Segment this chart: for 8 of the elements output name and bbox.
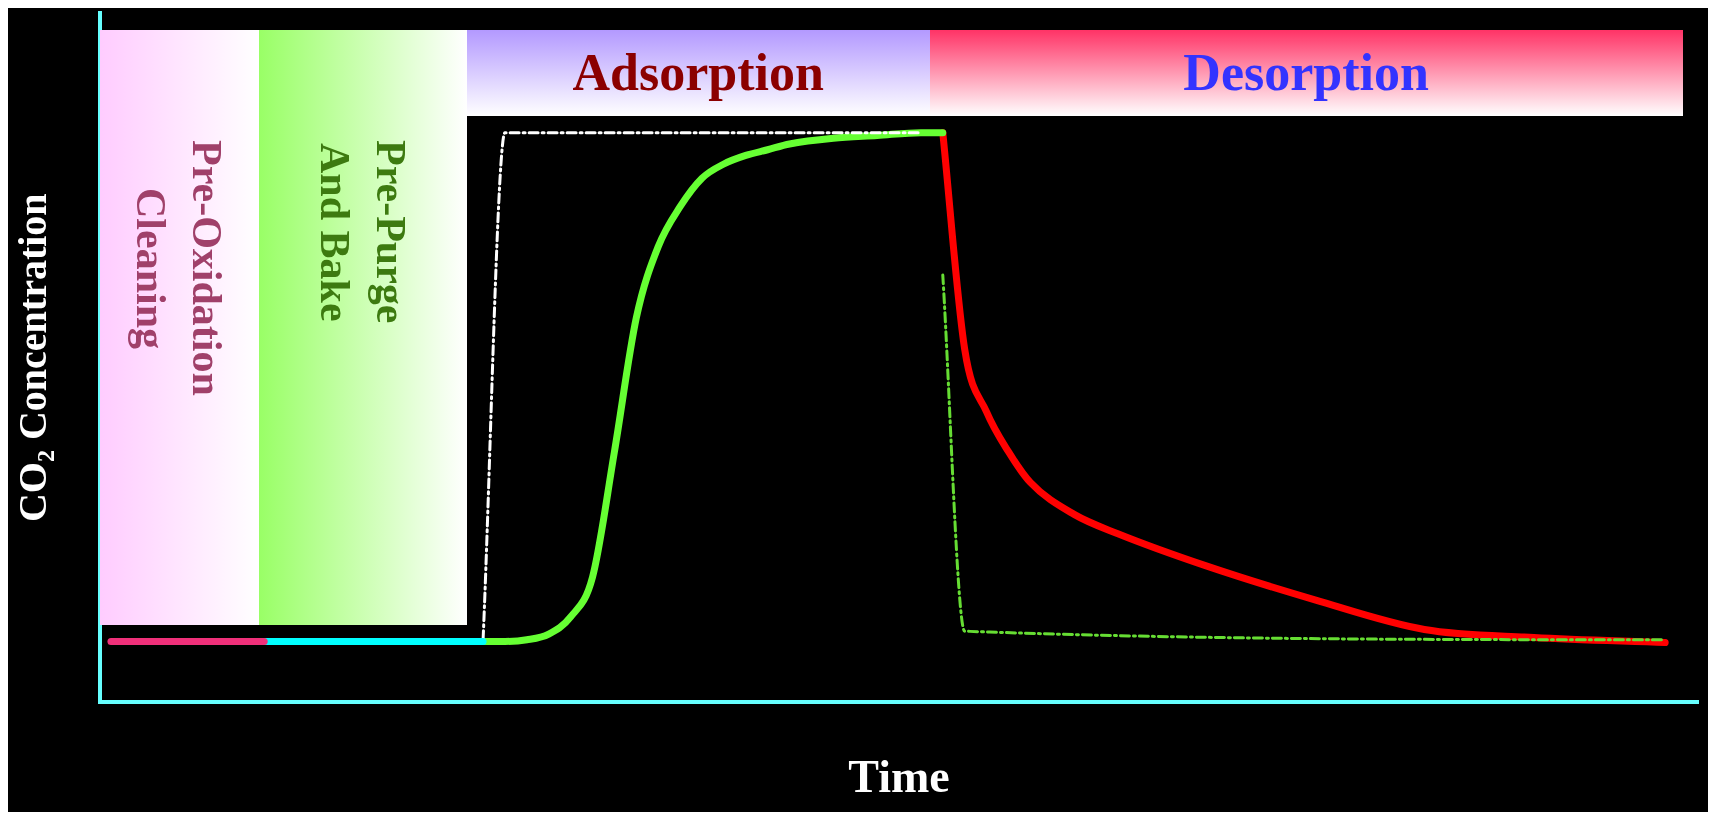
phase-box: Adsorption <box>466 30 930 116</box>
x-axis-title: Time <box>848 751 950 803</box>
phase-box: Pre-Oxidation Cleaning <box>100 30 259 626</box>
annotation: Pre-Purge And Bake <box>310 140 415 324</box>
y-axis-title: CO₂ Concentration <box>10 193 56 523</box>
phase-box: Desorption <box>929 30 1683 116</box>
annotation: Pre-Oxidation Cleaning <box>127 140 232 396</box>
phase-box: Pre-Purge And Bake <box>258 30 467 626</box>
